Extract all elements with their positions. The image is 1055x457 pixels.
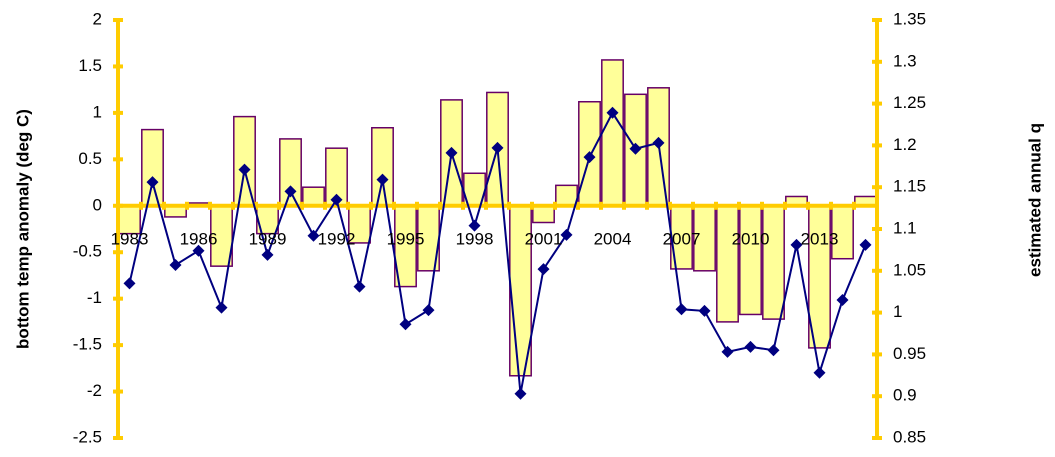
x-tick-label: 1983	[111, 229, 149, 248]
y2-tick-label: 1.35	[893, 9, 926, 28]
marker	[215, 301, 228, 314]
y-tick-label: 2	[93, 9, 102, 28]
bar	[555, 184, 578, 207]
y-tick-label: -0.5	[73, 242, 102, 261]
bar	[302, 186, 325, 207]
x-tick-label: 1992	[318, 229, 356, 248]
marker	[560, 228, 573, 241]
y-tick-label: -1	[87, 288, 102, 307]
x-tick-label: 2010	[732, 229, 770, 248]
marker	[836, 294, 849, 307]
marker	[813, 366, 826, 379]
marker	[698, 304, 711, 317]
bar	[371, 127, 394, 207]
y2-tick-label: 0.85	[893, 427, 926, 446]
marker	[307, 229, 320, 242]
marker	[238, 163, 251, 176]
marker	[376, 173, 389, 186]
y2-axis-title: estimated annual q	[1025, 123, 1044, 277]
marker	[514, 387, 527, 400]
x-tick-label: 1998	[456, 229, 494, 248]
y-tick-label: -1.5	[73, 335, 102, 354]
y2-tick-label: 1.15	[893, 177, 926, 196]
y-tick-label: 0.5	[78, 149, 102, 168]
marker	[767, 344, 780, 357]
x-tick-label: 2004	[594, 229, 632, 248]
x-tick-label: 1995	[387, 229, 425, 248]
x-tick-label: 1989	[249, 229, 287, 248]
y2-tick-label: 0.95	[893, 344, 926, 363]
y-tick-label: -2.5	[73, 427, 102, 446]
bar	[532, 205, 555, 224]
marker	[606, 106, 619, 119]
marker	[537, 263, 550, 276]
marker	[468, 219, 481, 232]
marker	[675, 303, 688, 316]
y-axis-title: bottom temp anomaly (deg C)	[13, 109, 32, 349]
marker	[284, 185, 297, 198]
marker	[353, 280, 366, 293]
marker	[652, 136, 665, 149]
marker	[422, 304, 435, 317]
marker	[790, 238, 803, 251]
bar	[141, 128, 164, 207]
y2-tick-label: 1	[893, 302, 902, 321]
x-tick-label: 2013	[801, 229, 839, 248]
marker	[169, 258, 182, 271]
bar	[233, 115, 256, 207]
bar	[601, 59, 624, 207]
marker	[261, 248, 274, 261]
x-tick-label: 1986	[180, 229, 218, 248]
x-tick-label: 2001	[525, 229, 563, 248]
y2-tick-label: 1.2	[893, 135, 917, 154]
y-tick-label: -2	[87, 381, 102, 400]
marker	[146, 176, 159, 189]
y2-tick-label: 0.9	[893, 386, 917, 405]
bar	[762, 205, 785, 320]
marker	[859, 238, 872, 251]
marker	[583, 151, 596, 164]
marker	[491, 141, 504, 154]
marker	[744, 340, 757, 353]
y-tick-label: 0	[93, 195, 102, 214]
marker	[721, 345, 734, 358]
marker	[445, 146, 458, 159]
y-tick-label: 1	[93, 102, 102, 121]
y2-tick-label: 1.05	[893, 260, 926, 279]
x-tick-label: 2007	[663, 229, 701, 248]
marker	[123, 277, 136, 290]
marker	[330, 193, 343, 206]
marker	[399, 318, 412, 331]
bar	[739, 205, 762, 316]
marker	[629, 142, 642, 155]
y2-tick-label: 1.1	[893, 218, 917, 237]
y-tick-label: 1.5	[78, 56, 102, 75]
marker	[192, 244, 205, 257]
y2-tick-label: 1.25	[893, 93, 926, 112]
y2-tick-label: 1.3	[893, 51, 917, 70]
bar	[716, 205, 739, 323]
